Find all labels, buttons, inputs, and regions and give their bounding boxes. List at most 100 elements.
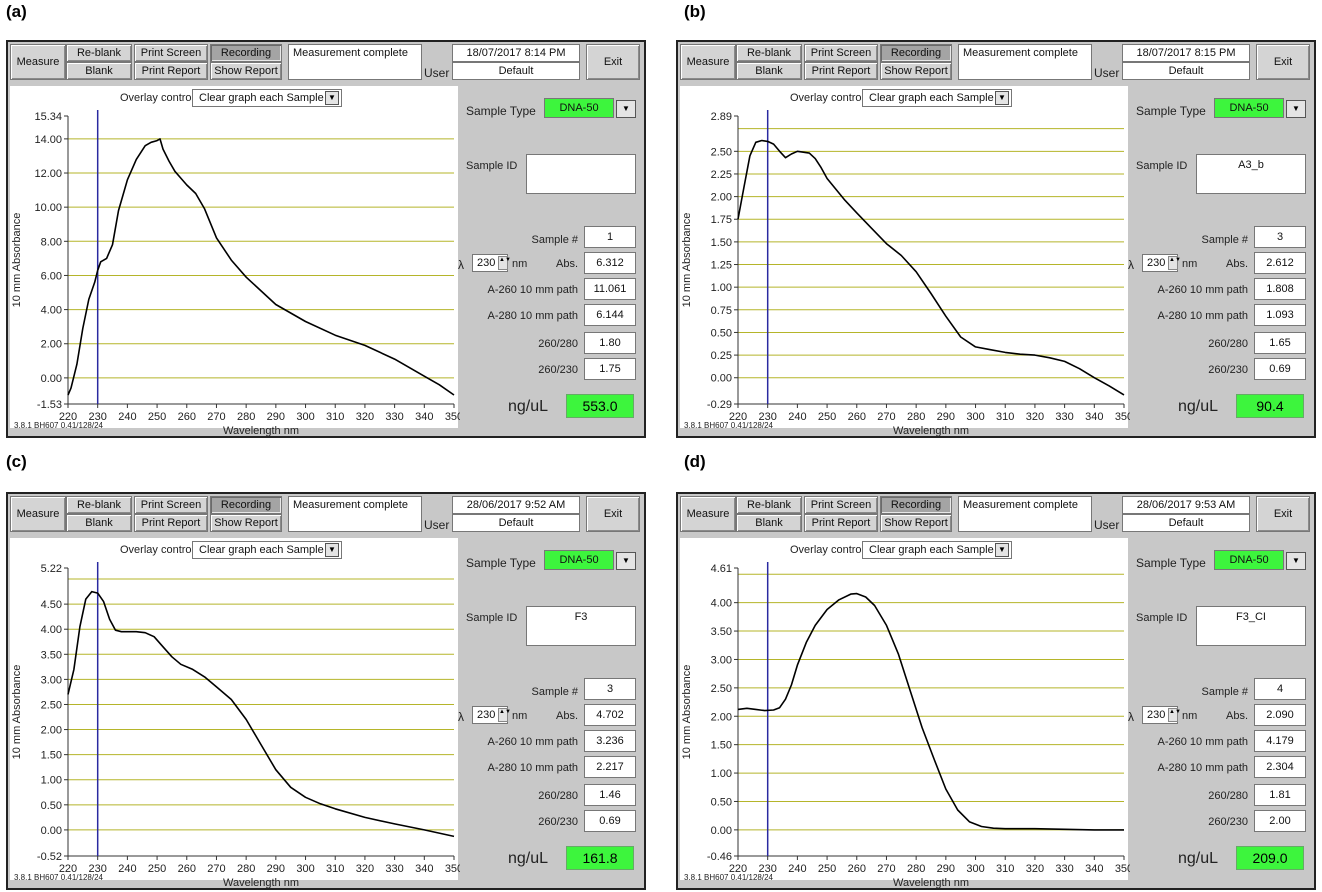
recording-toggle[interactable]: Recording bbox=[210, 496, 282, 514]
print-screen-button[interactable]: Print Screen bbox=[134, 496, 208, 514]
sample-type-select[interactable]: DNA-50 bbox=[544, 98, 614, 118]
y-tick-label: 0.00 bbox=[41, 825, 62, 837]
exit-button[interactable]: Exit bbox=[586, 496, 640, 532]
exit-button[interactable]: Exit bbox=[1256, 496, 1310, 532]
spinner-icon[interactable]: ▲▼ bbox=[1168, 708, 1181, 722]
y-tick-label: 3.50 bbox=[41, 649, 62, 661]
show-report-button[interactable]: Show Report bbox=[880, 62, 952, 80]
blank-button[interactable]: Blank bbox=[66, 514, 132, 532]
x-tick-label: 220 bbox=[59, 411, 77, 423]
exit-button[interactable]: Exit bbox=[586, 44, 640, 80]
spinner-icon[interactable]: ▲▼ bbox=[1168, 256, 1181, 270]
sample-type-select[interactable]: DNA-50 bbox=[544, 550, 614, 570]
y-tick-label: 4.61 bbox=[711, 563, 732, 575]
absorbance-chart: 2.89 2.50 2.25 2.00 1.75 1.50 1.25 1.00 0.75 0.50… bbox=[681, 110, 1130, 437]
user-field[interactable]: Default bbox=[1122, 62, 1250, 80]
show-report-button[interactable]: Show Report bbox=[880, 514, 952, 532]
ratio-260-230-value: 1.75 bbox=[584, 358, 636, 380]
show-report-button[interactable]: Show Report bbox=[210, 62, 282, 80]
chevron-down-icon[interactable]: ▼ bbox=[995, 543, 1009, 557]
concentration-label: ng/uL bbox=[1178, 850, 1219, 867]
print-report-button[interactable]: Print Report bbox=[804, 62, 878, 80]
sample-id-field[interactable]: F3_CI bbox=[1196, 606, 1306, 646]
measure-button[interactable]: Measure bbox=[10, 496, 66, 532]
chevron-down-icon[interactable]: ▼ bbox=[616, 100, 636, 118]
print-screen-button[interactable]: Print Screen bbox=[134, 44, 208, 62]
chevron-down-icon[interactable]: ▼ bbox=[1286, 100, 1306, 118]
sample-type-select[interactable]: DNA-50 bbox=[1214, 550, 1284, 570]
overlay-control-label: Overlay control bbox=[790, 92, 864, 104]
x-tick-label: 320 bbox=[356, 411, 374, 423]
sample-id-label: Sample ID bbox=[466, 612, 518, 624]
y-tick-label: 2.50 bbox=[711, 146, 732, 158]
absorbance-trace bbox=[737, 592, 1124, 831]
chevron-down-icon[interactable]: ▼ bbox=[616, 552, 636, 570]
recording-toggle[interactable]: Recording bbox=[880, 44, 952, 62]
print-report-button[interactable]: Print Report bbox=[804, 514, 878, 532]
overlay-control-select[interactable]: Clear graph each Sample bbox=[862, 89, 1012, 107]
sample-type-select[interactable]: DNA-50 bbox=[1214, 98, 1284, 118]
measure-button[interactable]: Measure bbox=[10, 44, 66, 80]
reblank-button[interactable]: Re-blank bbox=[66, 496, 132, 514]
x-tick-label: 280 bbox=[237, 411, 255, 423]
chevron-down-icon[interactable]: ▼ bbox=[995, 91, 1009, 105]
status-message: Measurement complete bbox=[288, 44, 422, 80]
x-tick-label: 250 bbox=[818, 863, 836, 875]
overlay-control-select[interactable]: Clear graph each Sample bbox=[192, 541, 342, 559]
user-field[interactable]: Default bbox=[1122, 514, 1250, 532]
reblank-button[interactable]: Re-blank bbox=[736, 496, 802, 514]
sample-id-field[interactable]: F3 bbox=[526, 606, 636, 646]
y-tick-label: 8.00 bbox=[41, 236, 62, 248]
sample-number-field: 4 bbox=[1254, 678, 1306, 700]
ratio-260-230-label: 260/230 bbox=[1208, 364, 1248, 376]
recording-toggle[interactable]: Recording bbox=[880, 496, 952, 514]
status-message: Measurement complete bbox=[288, 496, 422, 532]
y-tick-label: 4.00 bbox=[41, 624, 62, 636]
overlay-control-select[interactable]: Clear graph each Sample bbox=[192, 89, 342, 107]
recording-toggle[interactable]: Recording bbox=[210, 44, 282, 62]
x-tick-label: 320 bbox=[356, 863, 374, 875]
spinner-icon[interactable]: ▲▼ bbox=[498, 256, 511, 270]
sample-number-label: Sample # bbox=[531, 686, 578, 698]
sample-id-field[interactable]: A3_b bbox=[1196, 154, 1306, 194]
print-report-button[interactable]: Print Report bbox=[134, 514, 208, 532]
overlay-control-select[interactable]: Clear graph each Sample bbox=[862, 541, 1012, 559]
chevron-down-icon[interactable]: ▼ bbox=[325, 543, 339, 557]
user-label: User bbox=[1094, 518, 1120, 532]
overlay-control-label: Overlay control bbox=[120, 92, 194, 104]
y-axis-label: 10 mm Absorbance bbox=[11, 213, 23, 308]
concentration-label: ng/uL bbox=[508, 398, 549, 415]
x-tick-label: 230 bbox=[759, 863, 777, 875]
y-tick-label: 1.00 bbox=[711, 282, 732, 294]
print-screen-button[interactable]: Print Screen bbox=[804, 496, 878, 514]
concentration-label: ng/uL bbox=[508, 850, 549, 867]
ratio-260-280-label: 260/280 bbox=[1208, 338, 1248, 350]
measure-button[interactable]: Measure bbox=[680, 44, 736, 80]
ratio-260-280-label: 260/280 bbox=[538, 790, 578, 802]
sample-id-label: Sample ID bbox=[1136, 612, 1188, 624]
chevron-down-icon[interactable]: ▼ bbox=[325, 91, 339, 105]
spinner-icon[interactable]: ▲▼ bbox=[498, 708, 511, 722]
print-report-button[interactable]: Print Report bbox=[134, 62, 208, 80]
reblank-button[interactable]: Re-blank bbox=[66, 44, 132, 62]
x-tick-label: 290 bbox=[267, 863, 285, 875]
x-tick-label: 330 bbox=[385, 411, 403, 423]
x-axis-label: Wavelength nm bbox=[893, 425, 969, 437]
blank-button[interactable]: Blank bbox=[736, 62, 802, 80]
reblank-button[interactable]: Re-blank bbox=[736, 44, 802, 62]
chevron-down-icon[interactable]: ▼ bbox=[1286, 552, 1306, 570]
blank-button[interactable]: Blank bbox=[66, 62, 132, 80]
user-field[interactable]: Default bbox=[452, 514, 580, 532]
y-tick-label: 0.25 bbox=[711, 350, 732, 362]
print-screen-button[interactable]: Print Screen bbox=[804, 44, 878, 62]
x-tick-label: 290 bbox=[267, 411, 285, 423]
show-report-button[interactable]: Show Report bbox=[210, 514, 282, 532]
measure-button[interactable]: Measure bbox=[680, 496, 736, 532]
absorbance-trace bbox=[67, 590, 455, 838]
blank-button[interactable]: Blank bbox=[736, 514, 802, 532]
user-field[interactable]: Default bbox=[452, 62, 580, 80]
abs-value: 2.612 bbox=[1254, 252, 1306, 274]
sample-id-field[interactable] bbox=[526, 154, 636, 194]
exit-button[interactable]: Exit bbox=[1256, 44, 1310, 80]
x-tick-label: 280 bbox=[907, 411, 925, 423]
